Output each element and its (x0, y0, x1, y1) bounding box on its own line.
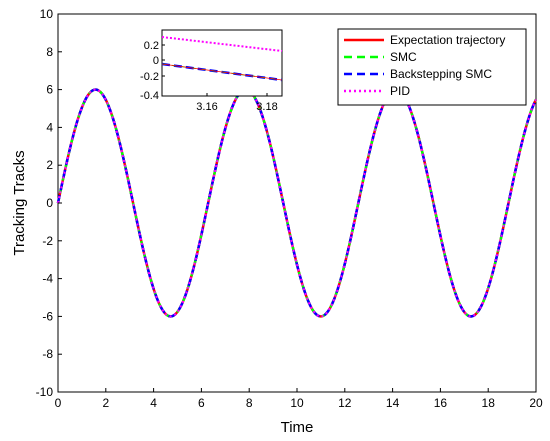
y-tick-label: 8 (46, 45, 53, 59)
x-tick-label: 10 (290, 396, 304, 410)
x-tick-label: 6 (198, 396, 205, 410)
inset-ytick--0.2: -0.2 (140, 71, 159, 83)
y-tick-label: -8 (42, 347, 53, 361)
x-axis-label: Time (281, 419, 314, 436)
inset-pid-line (161, 36, 283, 52)
series-layer (56, 88, 538, 318)
y-tick-label: 2 (46, 158, 53, 172)
legend-label-pid: PID (390, 84, 410, 98)
inset-ytick-0: 0 (153, 55, 159, 67)
y-tick-label: -2 (42, 234, 53, 248)
y-tick-label: -4 (42, 272, 53, 286)
y-tick-label: 0 (46, 196, 53, 210)
inset-ytick-0.2: 0.2 (144, 40, 159, 52)
legend-label-smc: SMC (390, 50, 417, 64)
inset-xtick-3.16: 3.16 (196, 101, 217, 113)
y-tick-label: -6 (42, 309, 53, 323)
y-axis-label: Tracking Tracks (11, 150, 28, 255)
legend-label-backstepping-smc: Backstepping SMC (390, 67, 492, 81)
y-tick-label: 10 (40, 7, 54, 21)
x-tick-label: 2 (102, 396, 109, 410)
inset-plot: 0.2 0 -0.2 -0.4 3.16 3.18 (140, 29, 283, 113)
x-tick-label: 4 (150, 396, 157, 410)
x-tick-label: 12 (338, 396, 352, 410)
y-tick-label: 6 (46, 83, 53, 97)
ticks-layer: 0 2 4 6 8 10 12 14 16 18 20 -10 -8 -6 -4 -2 0 2 4 6 8 10 (36, 7, 543, 410)
inset-expectation-line (161, 63, 283, 81)
y-tick-label: -10 (36, 385, 54, 399)
legend: Expectation trajectory SMC Backstepping … (337, 28, 527, 106)
x-tick-label: 8 (246, 396, 253, 410)
x-tick-label: 0 (55, 396, 62, 410)
x-tick-label: 18 (482, 396, 496, 410)
x-tick-label: 16 (434, 396, 448, 410)
series-line-pid (57, 88, 537, 318)
inset-ytick--0.4: -0.4 (140, 90, 159, 102)
x-tick-label: 20 (529, 396, 543, 410)
x-tick-label: 14 (386, 396, 400, 410)
inset-frame (161, 29, 283, 97)
legend-label-expectation: Expectation trajectory (390, 33, 505, 47)
legend-box (337, 28, 527, 106)
y-tick-label: 4 (46, 120, 53, 134)
inset-xtick-3.18: 3.18 (256, 101, 277, 113)
